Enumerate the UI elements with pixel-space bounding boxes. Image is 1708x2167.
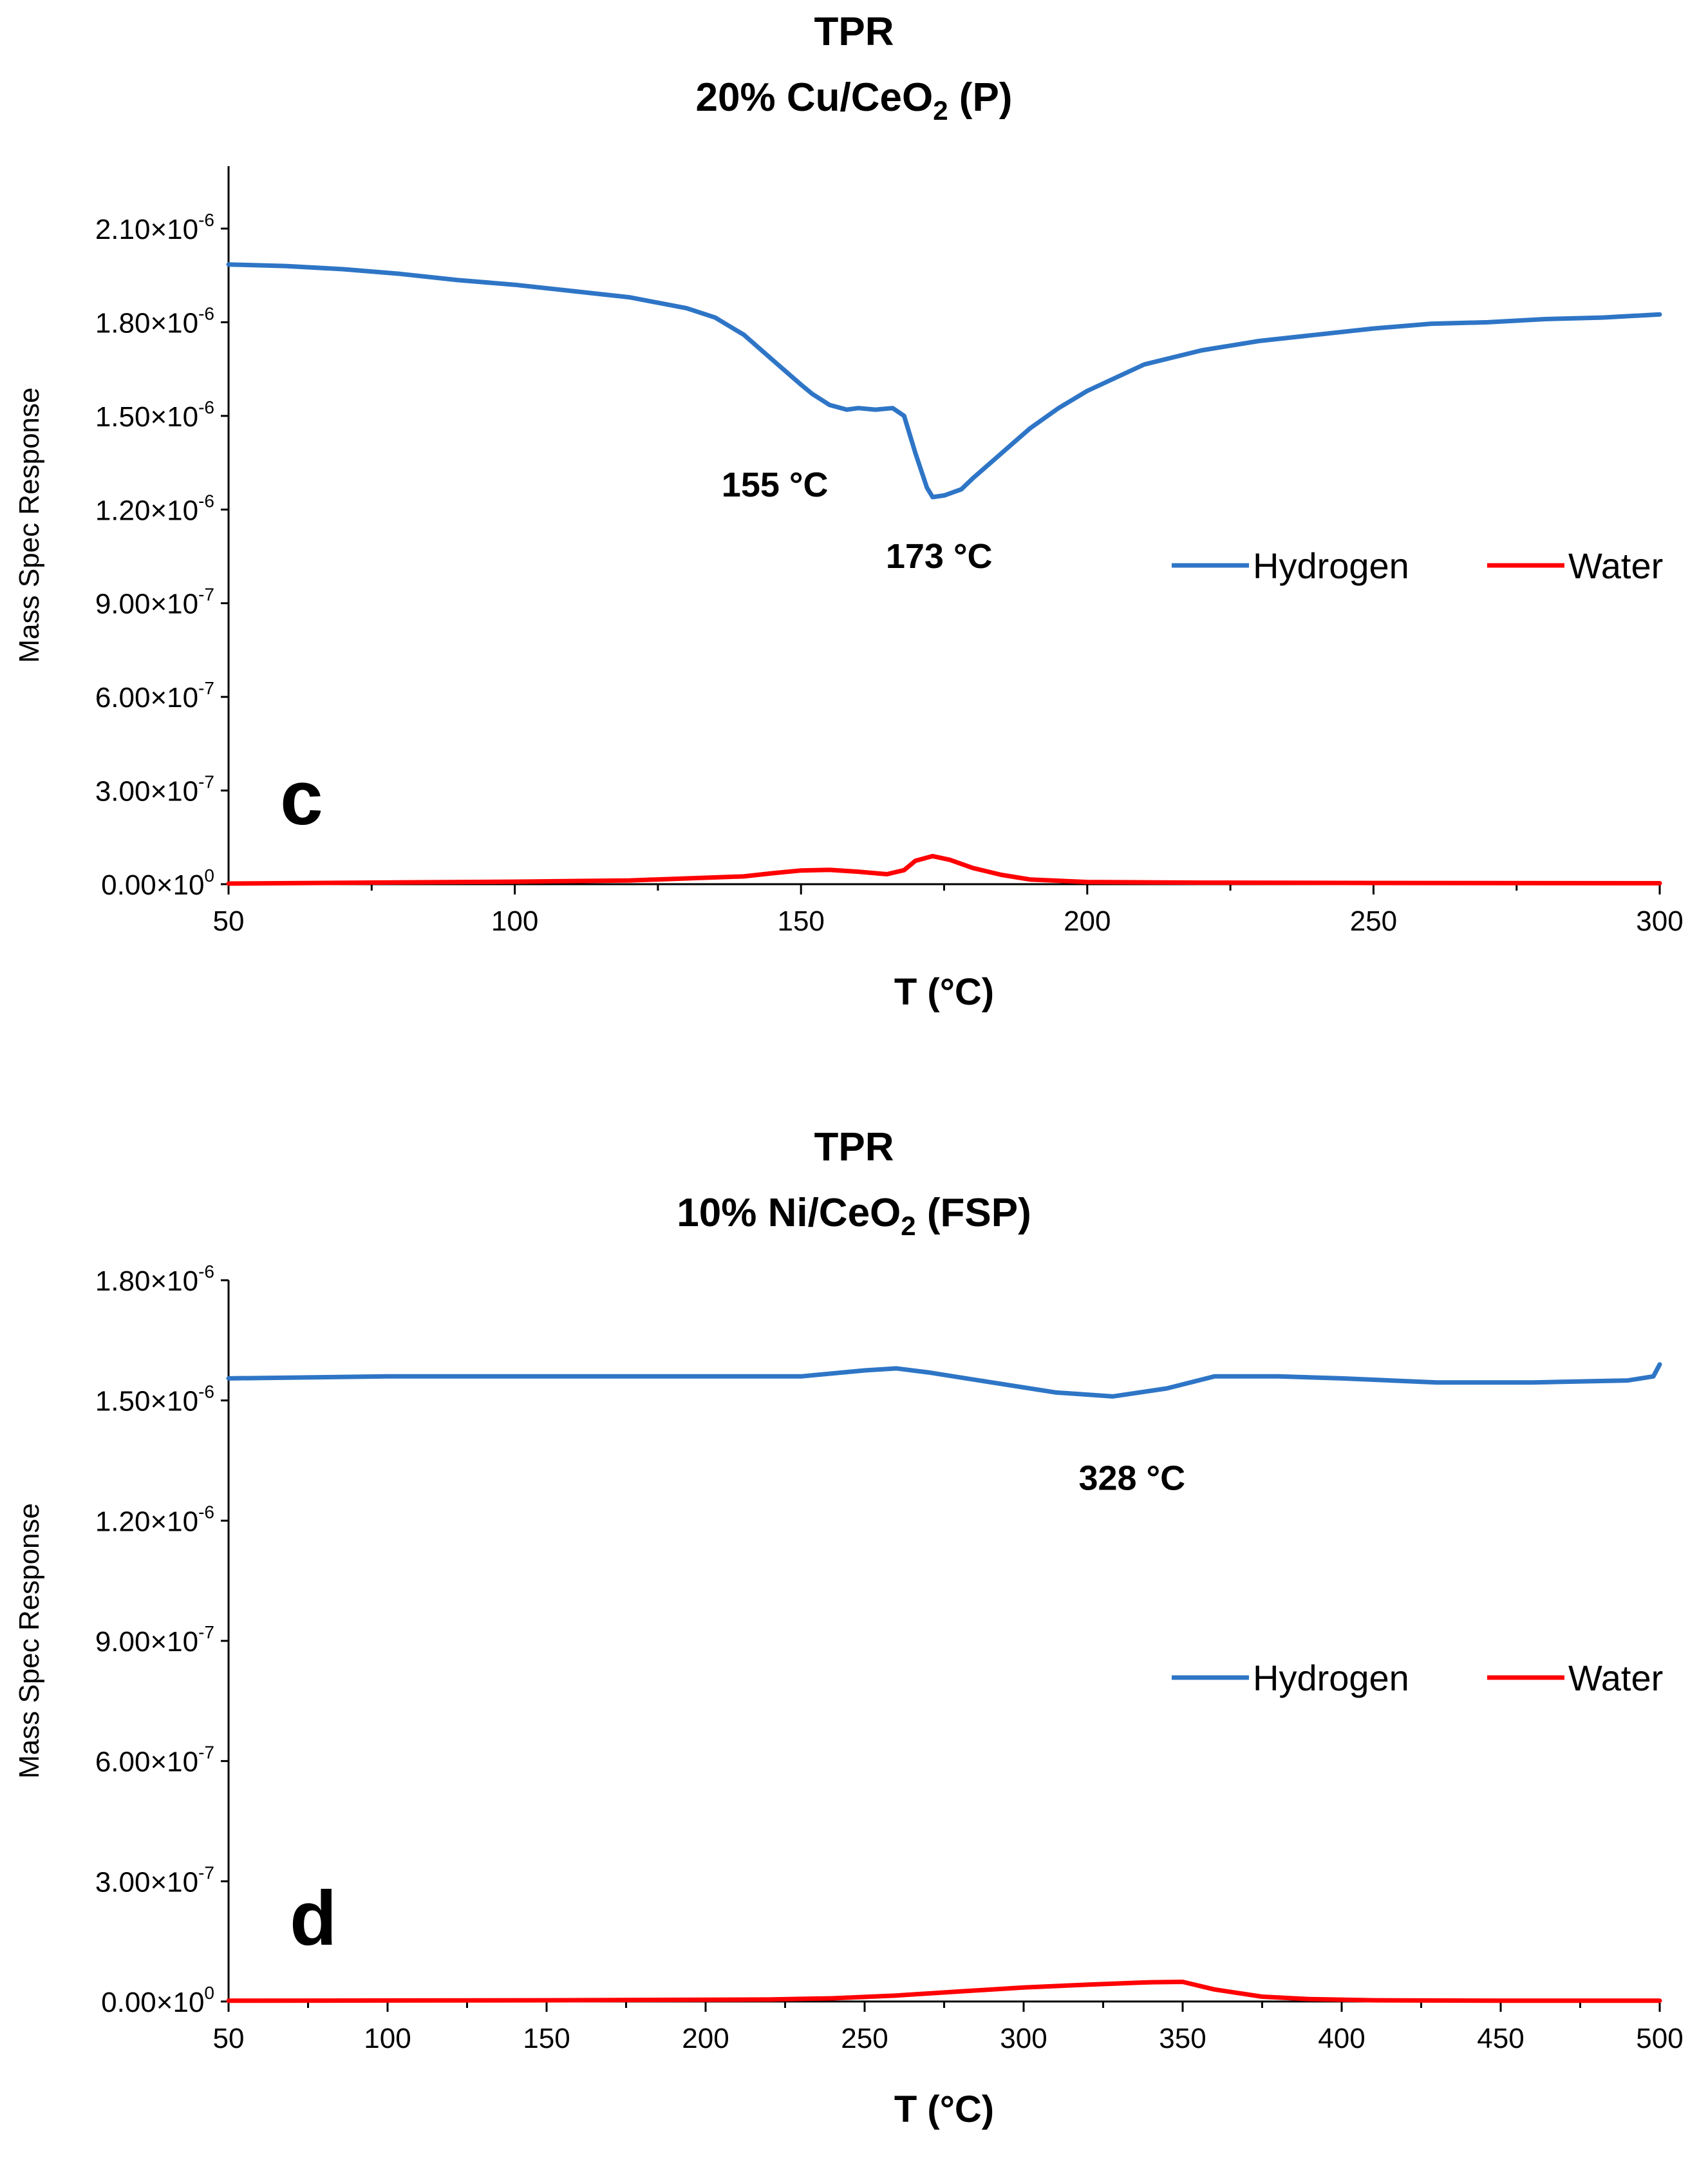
y-tick-exponent: 0 [204,866,214,885]
title-subscript: 2 [933,95,948,126]
x-axis-title: T (°C) [894,971,994,1013]
x-tick-label: 300 [1000,2023,1047,2054]
y-tick-mantissa: 3.00×10 [95,1866,198,1898]
y-tick-label: 9.00×10-7 [95,1622,214,1658]
y-tick-mantissa: 0.00×10 [101,869,204,901]
y-tick-mantissa: 6.00×10 [95,1746,198,1778]
x-tick-label: 500 [1636,2023,1683,2054]
y-tick-exponent: -7 [198,1862,214,1882]
y-tick-label: 3.00×10-7 [95,772,214,808]
x-tick-label: 150 [777,905,824,937]
x-tick-label: 100 [491,905,538,937]
x-tick-label: 50 [213,2023,245,2054]
y-axis-title: Mass Spec Response [14,388,45,663]
peak-annotation: 328 °C [1078,1459,1185,1497]
y-tick-exponent: -7 [198,772,214,792]
title-prefix: 10% Ni/CeO [677,1191,901,1235]
y-tick-exponent: -6 [198,303,214,323]
y-tick-mantissa: 1.50×10 [95,1386,198,1417]
series-line-water [226,1980,1662,2003]
x-tick-label: 50 [213,905,245,937]
legend-label-water: Water [1568,545,1663,586]
y-tick-label: 3.00×10-7 [95,1862,214,1898]
y-tick-mantissa: 1.80×10 [95,307,198,339]
y-tick-label: 1.80×10-6 [95,303,214,339]
title-suffix: (P) [948,75,1013,120]
x-axis-title: T (°C) [894,2088,994,2130]
peak-annotation: 173 °C [886,537,993,576]
legend-label-water: Water [1568,1658,1663,1698]
y-tick-mantissa: 9.00×10 [95,1626,198,1658]
y-tick-exponent: -6 [198,491,214,511]
legend-label-hydrogen: Hydrogen [1253,1658,1409,1698]
title-suffix: (FSP) [915,1191,1031,1235]
x-tick-label: 150 [523,2023,570,2054]
y-axis-title: Mass Spec Response [14,1503,45,1779]
y-tick-label: 1.50×10-6 [95,1382,214,1417]
y-tick-mantissa: 3.00×10 [95,776,198,808]
chart-panel-c: TPR 20% Cu/CeO2 (P) 50 100 150 200 250 300 0.0… [0,0,1708,1056]
series-line-hydrogen [226,1362,1662,1399]
chart-title-line1: TPR [814,10,894,54]
series-line-hydrogen [226,262,1662,500]
y-tick-exponent: -6 [198,210,214,230]
y-tick-label: 1.80×10-6 [95,1262,214,1297]
y-tick-exponent: -6 [198,397,214,417]
y-tick-mantissa: 9.00×10 [95,589,198,620]
y-tick-label: 0.00×100 [101,1983,214,2018]
y-tick-exponent: -7 [198,678,214,698]
chart-plot-d: 50 100 150 200 250 300 350 400 450 500 0.00×100 3.0… [14,1262,1684,2130]
y-tick-label: 6.00×10-7 [95,678,214,714]
y-tick-exponent: -7 [198,1743,214,1763]
chart-title-line2: 20% Cu/CeO2 (P) [0,72,1708,124]
y-tick-mantissa: 1.80×10 [95,1265,198,1297]
y-tick-exponent: -6 [198,1382,214,1402]
x-tick-label: 200 [1064,905,1111,937]
y-tick-exponent: -6 [198,1502,214,1522]
legend-label-hydrogen: Hydrogen [1253,545,1409,586]
panel-letter: d [290,1875,337,1962]
x-tick-label: 100 [364,2023,411,2054]
chart-plot-c: 50 100 150 200 250 3000.00×1003.00×10-76.00×1… [14,166,1684,1013]
x-tick-label: 450 [1477,2023,1524,2054]
x-tick-label: 400 [1318,2023,1365,2054]
panel-letter: c [280,755,323,841]
y-tick-exponent: -7 [198,1622,214,1642]
y-tick-label: 2.10×10-6 [95,210,214,245]
x-tick-label: 200 [682,2023,729,2054]
chart-panel-d: TPR 10% Ni/CeO2 (FSP) 50 100 150 200 250 300 3… [0,1082,1708,2167]
y-tick-exponent: -7 [198,585,214,605]
y-tick-mantissa: 1.20×10 [95,1506,198,1537]
y-tick-exponent: 0 [204,1983,214,2003]
y-tick-label: 1.20×10-6 [95,491,214,526]
x-tick-label: 250 [1350,905,1397,937]
title-prefix: 20% Cu/CeO [695,75,934,120]
y-tick-exponent: -6 [198,1262,214,1282]
y-tick-mantissa: 6.00×10 [95,682,198,714]
y-tick-mantissa: 1.20×10 [95,495,198,526]
y-tick-mantissa: 0.00×10 [101,1987,204,2018]
y-tick-mantissa: 1.50×10 [95,401,198,433]
chart-title-line1: TPR [814,1125,894,1169]
y-tick-mantissa: 2.10×10 [95,214,198,245]
chart-title-line2: 10% Ni/CeO2 (FSP) [0,1188,1708,1241]
x-tick-label: 250 [841,2023,888,2054]
series-line-water [226,853,1662,886]
x-tick-label: 300 [1636,905,1683,937]
y-tick-label: 6.00×10-7 [95,1743,214,1778]
y-tick-label: 1.50×10-6 [95,397,214,433]
y-tick-label: 1.20×10-6 [95,1502,214,1537]
y-tick-label: 9.00×10-7 [95,585,214,620]
title-subscript: 2 [901,1211,916,1241]
x-tick-label: 350 [1159,2023,1206,2054]
y-tick-label: 0.00×100 [101,866,214,901]
peak-annotation: 155 °C [722,466,829,504]
